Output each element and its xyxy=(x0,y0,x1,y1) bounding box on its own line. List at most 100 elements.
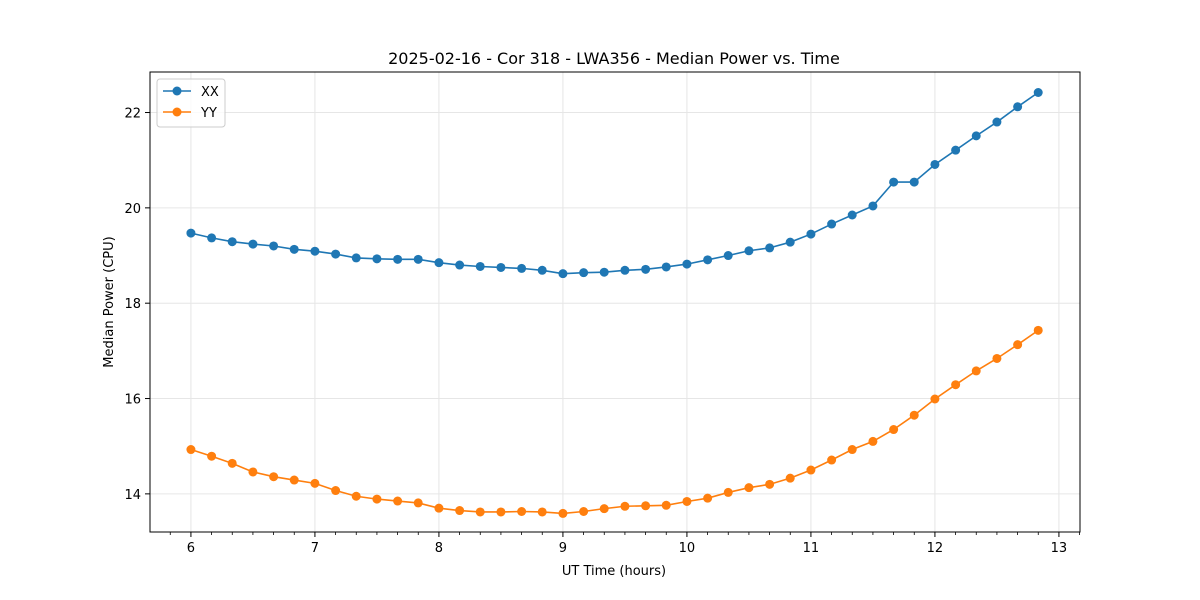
x-axis-label: UT Time (hours) xyxy=(562,564,666,579)
data-point-yy xyxy=(310,478,320,488)
data-point-yy xyxy=(744,483,754,493)
data-point-yy xyxy=(785,473,795,483)
data-point-xx xyxy=(227,237,237,247)
data-point-xx xyxy=(496,262,506,272)
data-point-yy xyxy=(765,479,775,489)
x-tick-label: 6 xyxy=(187,541,195,556)
data-point-xx xyxy=(1013,102,1023,112)
data-point-xx xyxy=(248,239,258,249)
y-tick-label: 20 xyxy=(124,202,141,217)
data-point-xx xyxy=(579,268,589,278)
series-layer xyxy=(186,87,1043,518)
legend: XX YY xyxy=(156,78,226,128)
data-point-xx xyxy=(847,210,857,220)
data-point-yy xyxy=(269,472,279,482)
data-point-yy xyxy=(475,507,485,517)
data-point-xx xyxy=(269,241,279,251)
data-point-xx xyxy=(785,237,795,247)
x-tick-label: 7 xyxy=(311,541,319,556)
data-point-xx xyxy=(599,267,609,277)
data-point-yy xyxy=(351,491,361,501)
data-point-yy xyxy=(599,504,609,514)
data-point-xx xyxy=(889,177,899,187)
data-point-xx xyxy=(475,261,485,271)
grid xyxy=(150,72,1080,532)
axes: 6 7 8 9 10 11 12 13 14 16 18 20 22 xyxy=(124,107,1080,556)
data-point-xx xyxy=(868,201,878,211)
data-point-yy xyxy=(847,445,857,455)
data-point-yy xyxy=(455,506,465,516)
x-tick-label: 12 xyxy=(927,541,944,556)
data-point-xx xyxy=(682,259,692,269)
data-point-xx xyxy=(186,228,196,238)
data-point-xx xyxy=(351,253,361,263)
data-point-xx xyxy=(765,243,775,253)
data-point-yy xyxy=(703,493,713,503)
legend-label-xx: XX xyxy=(201,85,219,100)
data-point-yy xyxy=(579,507,589,517)
data-point-yy xyxy=(951,380,961,390)
y-axis-label: Median Power (CPU) xyxy=(102,236,117,367)
data-point-yy xyxy=(868,436,878,446)
data-point-yy xyxy=(372,494,382,504)
data-point-xx xyxy=(620,265,630,275)
legend-marker-xx xyxy=(172,86,182,96)
data-point-yy xyxy=(909,410,919,420)
data-point-yy xyxy=(723,487,733,497)
data-point-xx xyxy=(558,269,568,279)
data-point-xx xyxy=(703,255,713,265)
chart-title: 2025-02-16 - Cor 318 - LWA356 - Median P… xyxy=(388,49,840,68)
data-point-xx xyxy=(951,145,961,155)
data-point-yy xyxy=(930,394,940,404)
x-tick-label: 10 xyxy=(679,541,696,556)
y-tick-label: 16 xyxy=(124,393,141,408)
x-tick-label: 13 xyxy=(1051,541,1068,556)
data-point-yy xyxy=(186,445,196,455)
data-point-xx xyxy=(641,264,651,274)
data-point-yy xyxy=(992,353,1002,363)
data-point-yy xyxy=(806,465,816,475)
data-point-yy xyxy=(620,501,630,511)
data-point-yy xyxy=(1033,325,1043,335)
y-tick-label: 22 xyxy=(124,107,141,122)
x-tick-label: 9 xyxy=(559,541,567,556)
data-point-xx xyxy=(289,244,299,254)
data-point-xx xyxy=(537,265,547,275)
data-point-xx xyxy=(455,260,465,270)
data-point-xx xyxy=(372,254,382,264)
data-point-yy xyxy=(393,496,403,506)
data-point-yy xyxy=(413,498,423,508)
data-point-xx xyxy=(393,254,403,264)
x-tick-label: 8 xyxy=(435,541,443,556)
data-point-xx xyxy=(930,159,940,169)
legend-label-yy: YY xyxy=(200,106,217,121)
data-point-yy xyxy=(434,503,444,513)
series-xx xyxy=(186,87,1043,279)
data-point-yy xyxy=(517,507,527,517)
data-point-yy xyxy=(641,501,651,511)
data-point-yy xyxy=(827,455,837,465)
data-point-yy xyxy=(537,507,547,517)
data-point-xx xyxy=(806,229,816,239)
x-tick-label: 11 xyxy=(803,541,820,556)
data-point-xx xyxy=(517,263,527,273)
data-point-yy xyxy=(331,486,341,496)
data-point-yy xyxy=(971,366,981,376)
data-point-xx xyxy=(661,262,671,272)
data-point-xx xyxy=(909,177,919,187)
data-point-xx xyxy=(1033,87,1043,97)
data-point-yy xyxy=(207,451,217,461)
data-point-xx xyxy=(413,254,423,264)
data-point-xx xyxy=(434,258,444,268)
y-tick-label: 18 xyxy=(124,297,141,312)
data-point-xx xyxy=(723,251,733,261)
data-point-xx xyxy=(207,233,217,243)
plot-frame xyxy=(149,71,1081,533)
data-point-yy xyxy=(889,425,899,435)
data-point-xx xyxy=(331,249,341,259)
data-point-yy xyxy=(1013,340,1023,350)
data-point-xx xyxy=(310,246,320,256)
data-point-yy xyxy=(661,500,671,510)
data-point-xx xyxy=(971,131,981,141)
